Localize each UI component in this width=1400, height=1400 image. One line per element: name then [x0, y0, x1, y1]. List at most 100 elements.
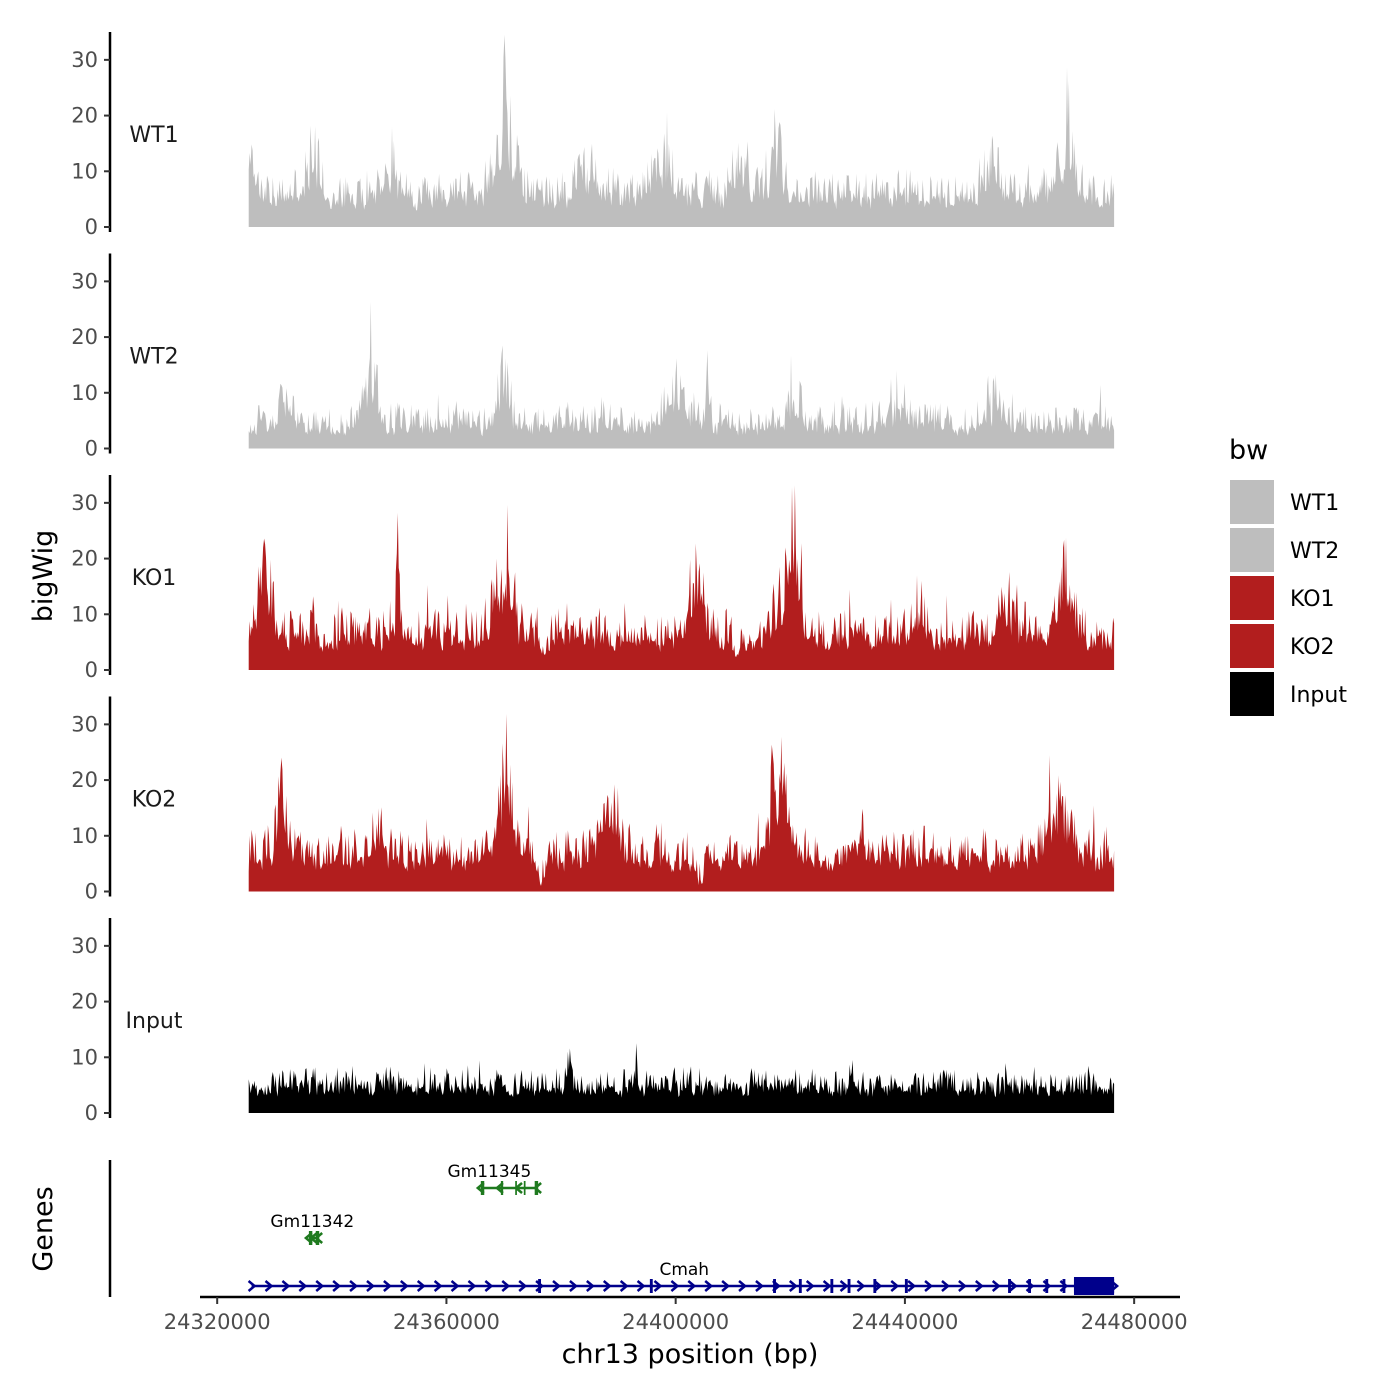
strand-arrow — [636, 1280, 646, 1292]
y-tick-label: 30 — [71, 934, 98, 958]
y-tick-label: 10 — [71, 824, 98, 848]
legend-key-ko1 — [1230, 576, 1274, 620]
strand-arrow — [383, 1280, 392, 1292]
y-tick-label: 20 — [71, 768, 98, 792]
utr-exon — [1073, 1277, 1115, 1295]
y-tick-label: 10 — [71, 159, 98, 183]
exon — [830, 1279, 834, 1293]
gene-label: Gm11345 — [448, 1162, 532, 1182]
exon — [1028, 1279, 1031, 1293]
strand-arrow — [1059, 1280, 1069, 1292]
exon — [873, 1279, 877, 1293]
strand-arrow — [907, 1280, 917, 1292]
x-tick-label: 24440000 — [851, 1310, 958, 1334]
y-tick-label: 30 — [71, 269, 98, 293]
exon — [315, 1231, 320, 1245]
exon — [847, 1279, 851, 1293]
strand-arrow — [484, 1280, 494, 1292]
exon — [308, 1231, 313, 1245]
legend-label-input: Input — [1290, 683, 1347, 708]
y-tick-label: 20 — [71, 325, 98, 349]
legend-label-wt1: WT1 — [1290, 491, 1339, 516]
legend-label-ko2: KO2 — [1290, 635, 1335, 660]
exon — [773, 1279, 776, 1293]
strand-arrow — [890, 1280, 900, 1292]
track-label-wt2: WT2 — [129, 345, 178, 370]
strand-arrow — [332, 1280, 342, 1292]
x-tick-label: 24480000 — [1081, 1310, 1188, 1334]
strand-arrow — [1008, 1280, 1018, 1292]
legend-key-wt2 — [1230, 528, 1274, 572]
exon — [1045, 1279, 1049, 1293]
strand-arrow — [467, 1280, 477, 1292]
strand-arrow — [974, 1280, 984, 1292]
strand-arrow — [619, 1280, 629, 1292]
strand-arrow — [552, 1280, 561, 1292]
exon — [534, 1181, 539, 1195]
legend-key-ko2 — [1230, 624, 1274, 668]
coverage-area-input — [248, 1043, 1115, 1113]
track-label-input: Input — [126, 1009, 183, 1034]
legend: bw WT1 WT2 KO1 KO2 Input — [1229, 435, 1347, 716]
strand-arrow — [518, 1280, 528, 1292]
coverage-tracks: 0 10 20 30 WT1 0 10 20 30 WT2 0 10 20 30 KO1 0 10 20 30 KO2… — [71, 32, 1115, 1125]
y-tick-label: 20 — [71, 547, 98, 571]
x-tick-label: 24360000 — [393, 1310, 500, 1334]
strand-arrow — [873, 1280, 883, 1292]
strand-arrow — [569, 1280, 578, 1292]
y-tick-label: 0 — [85, 437, 98, 461]
y-tick-label: 10 — [71, 1045, 98, 1069]
strand-arrow — [366, 1280, 375, 1292]
x-axis: 24320000 24360000 24400000 24440000 24480000 — [164, 1295, 1188, 1334]
strand-arrow — [586, 1280, 595, 1292]
strand-arrow — [501, 1280, 511, 1292]
x-axis-title: chr13 position (bp) — [562, 1339, 819, 1370]
exon — [523, 1181, 526, 1195]
y-axis-title: bigWig — [28, 530, 59, 623]
strand-arrow — [247, 1280, 257, 1292]
track-label-wt1: WT1 — [129, 123, 178, 148]
strand-arrow — [399, 1280, 409, 1292]
gene-gm11342: Gm11342 — [270, 1212, 354, 1245]
strand-arrow — [535, 1280, 545, 1292]
y-tick-label: 0 — [85, 1101, 98, 1125]
strand-arrow — [755, 1280, 764, 1292]
strand-arrow — [653, 1280, 663, 1292]
strand-arrow — [298, 1280, 308, 1292]
gene-label: Cmah — [659, 1260, 709, 1280]
track-label-ko2: KO2 — [132, 788, 177, 813]
exon — [1008, 1279, 1011, 1293]
track-panel-wt2: 0 10 20 30 WT2 — [71, 253, 1115, 461]
coverage-area-ko1 — [248, 485, 1115, 670]
y-tick-label: 30 — [71, 712, 98, 736]
exon — [1062, 1279, 1066, 1293]
y-tick-label: 20 — [71, 104, 98, 128]
y-tick-label: 0 — [85, 658, 98, 682]
y-tick-label: 30 — [71, 491, 98, 515]
strand-arrow — [264, 1280, 274, 1292]
exon — [538, 1279, 541, 1293]
strand-arrow — [721, 1280, 731, 1292]
exon — [480, 1181, 485, 1195]
y-tick-label: 10 — [71, 381, 98, 405]
coverage-area-wt1 — [248, 34, 1115, 227]
strand-arrow — [839, 1280, 849, 1292]
strand-arrow — [670, 1280, 680, 1292]
strand-arrow — [924, 1280, 934, 1292]
strand-arrow — [738, 1280, 747, 1292]
strand-arrow — [687, 1280, 697, 1292]
strand-arrow — [349, 1280, 359, 1292]
track-panel-input: 0 10 20 30 Input — [71, 918, 1115, 1125]
strand-arrow — [958, 1280, 967, 1292]
strand-arrow — [805, 1280, 815, 1292]
y-tick-label: 10 — [71, 602, 98, 626]
gene-cmah: Cmah — [247, 1260, 1120, 1295]
gene-gm11345: Gm11345 — [448, 1162, 542, 1195]
exon — [515, 1181, 517, 1195]
exon — [649, 1279, 653, 1293]
strand-arrow — [416, 1280, 426, 1292]
strand-arrow — [281, 1280, 291, 1292]
legend-title: bw — [1229, 435, 1268, 466]
exon — [500, 1181, 504, 1195]
